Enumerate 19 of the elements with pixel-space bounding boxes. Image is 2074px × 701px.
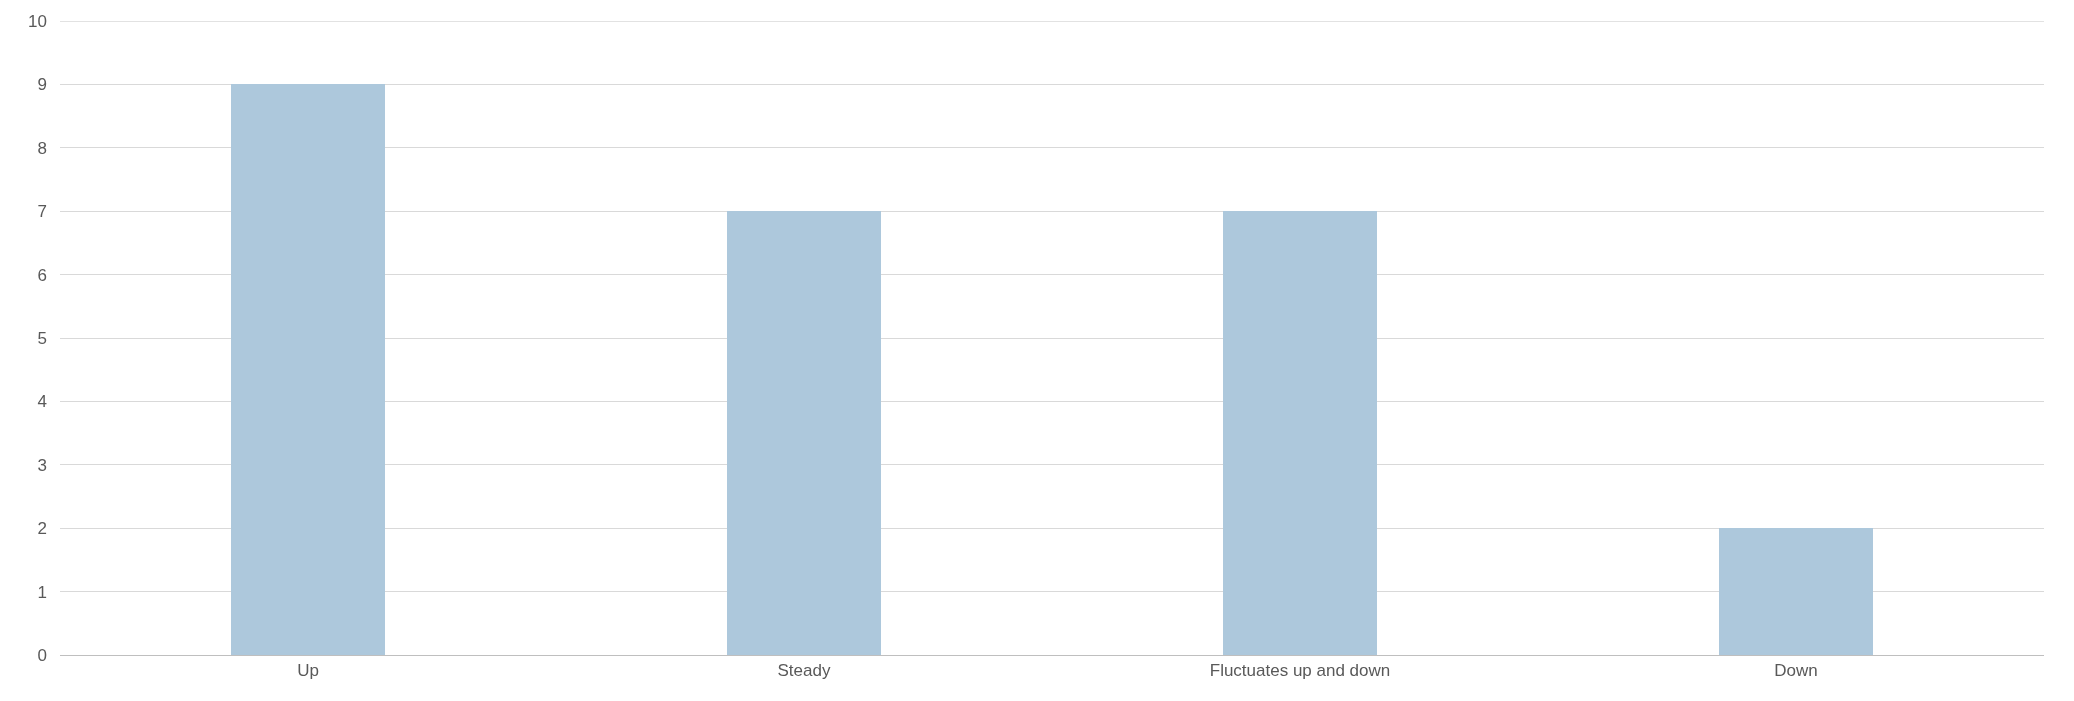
y-tick-label: 4 — [37, 392, 47, 412]
y-tick-label: 10 — [28, 11, 47, 31]
y-tick-label: 5 — [37, 328, 47, 348]
bar — [1719, 528, 1873, 655]
y-tick-label: 8 — [37, 138, 47, 158]
bar — [1223, 211, 1377, 655]
y-tick-label: 7 — [37, 202, 47, 222]
x-tick-label: Down — [1774, 661, 1818, 681]
x-tick-label: Steady — [777, 661, 831, 681]
y-tick-label: 9 — [37, 75, 47, 95]
bar — [727, 211, 881, 655]
y-tick-label: 3 — [37, 455, 47, 475]
y-tick-label: 2 — [37, 519, 47, 539]
x-tick-label: Fluctuates up and down — [1209, 661, 1391, 681]
y-tick-label: 1 — [37, 582, 47, 602]
y-tick-label: 0 — [37, 645, 47, 665]
y-tick-label: 6 — [37, 265, 47, 285]
x-tick-label: Up — [297, 661, 319, 681]
bar — [231, 84, 385, 655]
